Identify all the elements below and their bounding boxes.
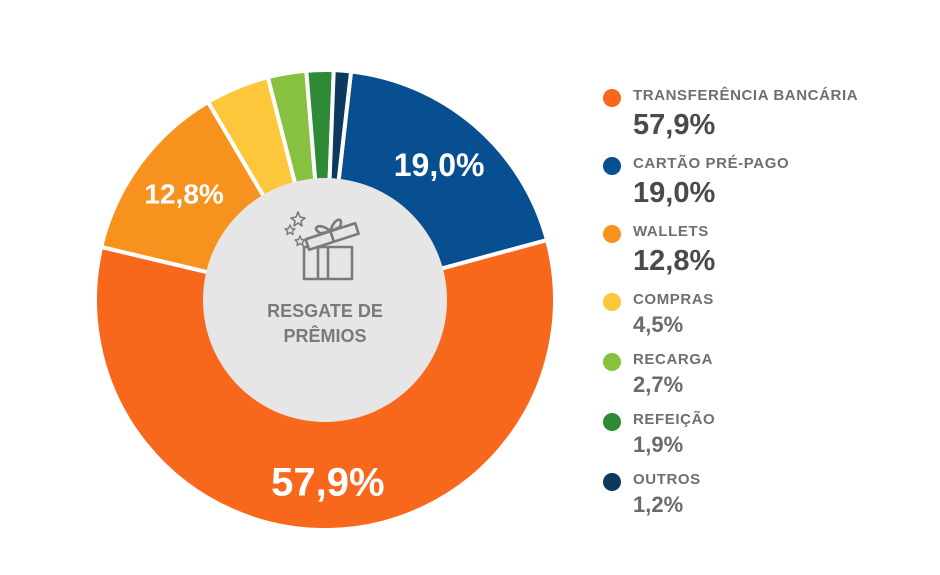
legend-value: 2,7% (633, 372, 684, 397)
legend-name: REFEIÇÃO (633, 411, 716, 428)
legend-value: 1,9% (633, 432, 684, 457)
legend-name: OUTROS (633, 471, 701, 488)
slice-labels: 19,0% 57,9% 12,8% (144, 147, 484, 505)
legend-item: REFEIÇÃO 1,9% (603, 410, 923, 470)
legend: TRANSFERÊNCIA BANCÁRIA 57,9% CARTÃO PRÉ-PA… (603, 86, 923, 530)
slice-label-128: 12,8% (144, 179, 223, 210)
legend-name: TRANSFERÊNCIA BANCÁRIA (633, 87, 859, 104)
slice-label-579: 57,9% (271, 461, 384, 505)
legend-value: 4,5% (633, 312, 684, 337)
legend-name: RECARGA (633, 351, 714, 368)
legend-dot (603, 225, 621, 243)
legend-name: WALLETS (633, 223, 709, 240)
gift-box-icon (284, 211, 360, 281)
center-label-line1: RESGATE DE (267, 301, 383, 321)
center-disc (203, 178, 447, 422)
legend-value: 19,0% (633, 177, 716, 209)
legend-dot (603, 353, 621, 371)
donut-chart: 19,0% 57,9% 12,8% RESGATE DE PRÊMIOS (93, 68, 557, 532)
legend-item: CARTÃO PRÉ-PAGO 19,0% (603, 154, 923, 222)
legend-dot (603, 89, 621, 107)
legend-item: WALLETS 12,8% (603, 222, 923, 290)
legend-dot (603, 473, 621, 491)
center-label-line2: PRÊMIOS (283, 325, 366, 346)
slice-label-190: 19,0% (394, 147, 485, 183)
legend-item: OUTROS 1,2% (603, 470, 923, 530)
legend-item: RECARGA 2,7% (603, 350, 923, 410)
legend-name: CARTÃO PRÉ-PAGO (633, 155, 790, 172)
legend-value: 1,2% (633, 492, 684, 517)
legend-value: 57,9% (633, 109, 716, 141)
legend-value: 12,8% (633, 245, 716, 277)
legend-item: COMPRAS 4,5% (603, 290, 923, 350)
legend-dot (603, 413, 621, 431)
legend-dot (603, 157, 621, 175)
legend-dot (603, 293, 621, 311)
legend-item: TRANSFERÊNCIA BANCÁRIA 57,9% (603, 86, 923, 154)
legend-name: COMPRAS (633, 291, 714, 308)
